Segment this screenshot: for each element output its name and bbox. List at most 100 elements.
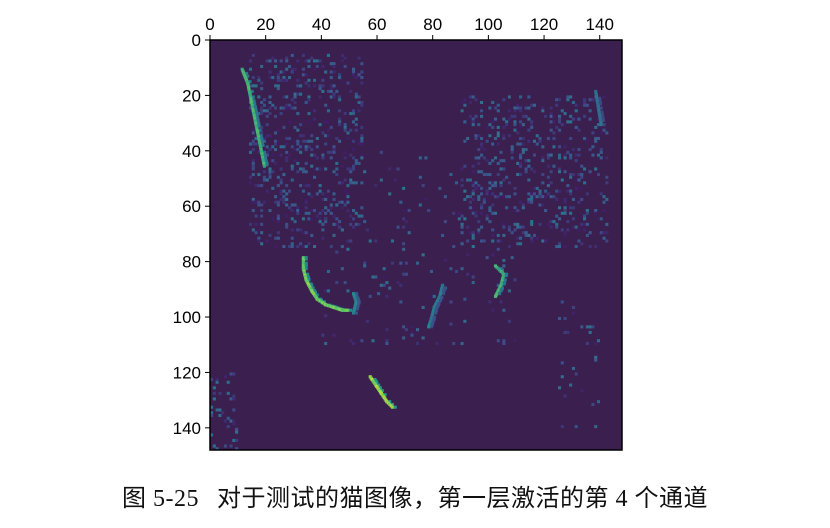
heatmap-cell [555,222,559,226]
heatmap-cell [507,195,511,199]
heatmap-cell [282,70,286,74]
heatmap-cell [404,261,408,265]
heatmap-cell [493,136,498,141]
heatmap-cell [260,222,264,226]
heatmap-cell [357,214,361,218]
heatmap-cell [215,380,219,384]
heatmap-cell [274,148,278,152]
heatmap-cell [521,150,525,154]
heatmap-cell [326,150,331,154]
heatmap-cell [602,231,606,235]
heatmap-cell [485,139,489,143]
heatmap-cell [351,208,356,213]
heatmap-cell [346,131,350,135]
heatmap-cell [338,200,342,204]
heatmap-cell [519,125,523,129]
heatmap-cell [541,172,545,177]
heatmap-cell [402,325,406,329]
heatmap-cell [454,269,459,274]
heatmap-cell [299,242,303,246]
heatmap-cell [600,113,604,117]
heatmap-cell [588,245,592,249]
heatmap-cell [569,156,573,160]
heatmap-cell [360,153,364,157]
heatmap-cell [474,214,478,218]
heatmap-cell [357,139,361,143]
heatmap-cell [248,222,253,226]
heatmap-cell [524,233,528,237]
heatmap-cell [482,200,486,204]
heatmap-cell [354,123,358,127]
heatmap-cell [485,214,489,218]
heatmap-cell [321,192,325,196]
heatmap-cell [563,211,567,215]
heatmap-cell [318,59,322,63]
heatmap-cell [583,222,587,226]
heatmap-cell [301,134,305,138]
heatmap-cell [349,112,353,116]
heatmap-cell [349,308,353,312]
heatmap-cell [349,181,353,185]
heatmap-cell [357,73,361,77]
heatmap-cell [555,98,559,102]
heatmap-cell [571,217,575,221]
heatmap-cell [304,231,308,235]
heatmap-cell [335,222,339,226]
heatmap-cell [271,170,275,174]
heatmap-cell [265,145,269,149]
heatmap-cell [254,84,258,88]
heatmap-cell [399,300,403,304]
heatmap-cell [293,95,297,99]
heatmap-cell [468,206,472,210]
heatmap-cell [555,245,559,249]
heatmap-cell [549,128,553,132]
heatmap-cell [396,167,400,171]
heatmap-cell [404,328,408,332]
y-tick-label: 20 [182,86,201,105]
heatmap-cell [507,289,511,293]
heatmap-cell [544,208,548,213]
heatmap-cell [301,167,305,171]
heatmap-cell [530,239,534,243]
heatmap-cell [274,236,278,240]
heatmap-cell [315,293,319,297]
heatmap-cell [471,206,475,210]
heatmap-cell [493,156,498,160]
heatmap-cell [549,153,553,157]
heatmap-cells [210,53,609,451]
heatmap-cell [313,109,317,113]
heatmap-cell [287,120,292,124]
heatmap-cell [468,178,472,182]
heatmap-cell [282,200,286,204]
heatmap-cell [585,233,589,237]
heatmap-cell [477,186,481,190]
heatmap-cell [480,170,484,174]
heatmap-cell [513,208,517,213]
heatmap-cell [471,281,475,285]
heatmap-cell [329,87,333,91]
heatmap-cell [299,134,303,138]
heatmap-cell [293,139,297,143]
heatmap-cell [321,236,325,240]
heatmap-cell [296,148,300,152]
heatmap-cell [591,98,595,102]
heatmap-cell [605,197,609,201]
heatmap-cell [265,153,269,157]
heatmap-cell [530,120,534,124]
heatmap-cell [530,200,534,204]
heatmap-cell [390,405,395,409]
heatmap-cell [313,78,317,82]
heatmap-cell [502,134,506,138]
heatmap-cell [471,197,475,201]
heatmap-cell [301,231,305,235]
heatmap-cell [296,92,300,96]
heatmap-cell [215,377,219,382]
heatmap-cell [519,242,523,246]
heatmap-cell [574,103,578,107]
heatmap-cell [315,64,319,69]
heatmap-cell [318,189,322,193]
heatmap-cell [304,81,308,85]
heatmap-cell [276,203,280,207]
heatmap-cell [282,76,286,80]
heatmap-cell [502,258,506,262]
